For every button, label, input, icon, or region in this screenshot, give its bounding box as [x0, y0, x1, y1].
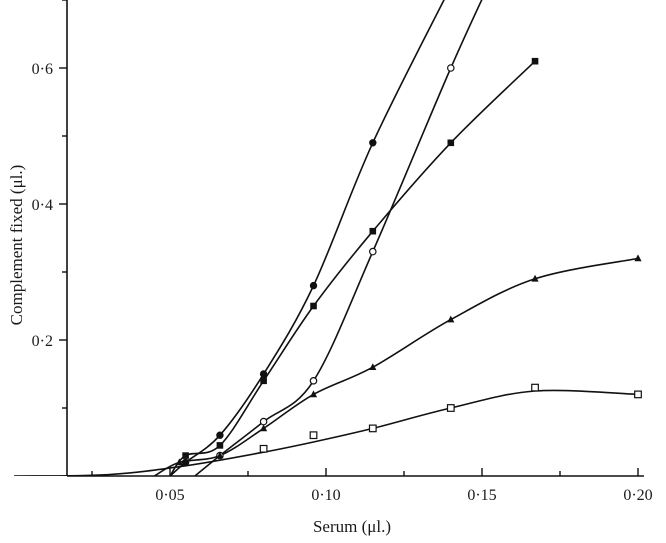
y-tick-label: 0·6 [32, 61, 53, 78]
series-3-point [531, 57, 539, 65]
y-axis-title: Complement fixed (μl.) [7, 165, 26, 326]
series-5-point [446, 404, 455, 412]
x-tick-label: 0·15 [467, 487, 496, 504]
series-3-point [369, 227, 377, 235]
series-2-point [368, 247, 377, 256]
x-tick-label: 0·10 [311, 487, 340, 504]
markers [175, 57, 642, 467]
series-1-point [216, 431, 224, 439]
axes [66, 0, 644, 477]
series-1-point [259, 370, 268, 378]
series-5-point [634, 390, 642, 399]
series-4-point [260, 424, 268, 432]
x-tick-label: 0·05 [155, 487, 184, 504]
series-3-point [260, 377, 267, 385]
series-1-point [369, 139, 377, 147]
series-3-line [169, 60, 536, 476]
series-4-point [531, 274, 539, 282]
series-1-point [309, 281, 318, 290]
series-1-point [181, 458, 190, 467]
x-tick-label: 0·20 [623, 487, 652, 504]
series-5-line [13, 389, 639, 476]
series-4-line [153, 257, 639, 476]
series-4-point [634, 254, 642, 262]
x-axis-title: Serum (μl.) [313, 517, 391, 536]
series-4-point [447, 315, 455, 323]
ticks: 0·05 0·10 0·15 0·20 0·2 0·4 0·6 [32, 0, 653, 504]
series-3-point [216, 442, 224, 449]
series-3-point [310, 302, 317, 310]
series-1-line [169, 0, 445, 476]
series-2-point [446, 64, 455, 72]
series-5-point [259, 444, 268, 453]
series-3-point [182, 452, 189, 459]
y-tick-label: 0·4 [32, 197, 53, 214]
series-5-point [531, 383, 539, 392]
series-2-point [259, 417, 268, 426]
series-4-point [369, 363, 377, 370]
y-tick-label: 0·2 [32, 333, 53, 350]
series-4-point [309, 390, 318, 398]
series-3-point [447, 139, 455, 147]
series-5-point [309, 431, 318, 440]
series-4-point [216, 451, 224, 459]
series-4-point [175, 458, 183, 466]
curves [13, 0, 639, 476]
series-2-point [309, 376, 318, 385]
series-5-point [368, 424, 377, 433]
